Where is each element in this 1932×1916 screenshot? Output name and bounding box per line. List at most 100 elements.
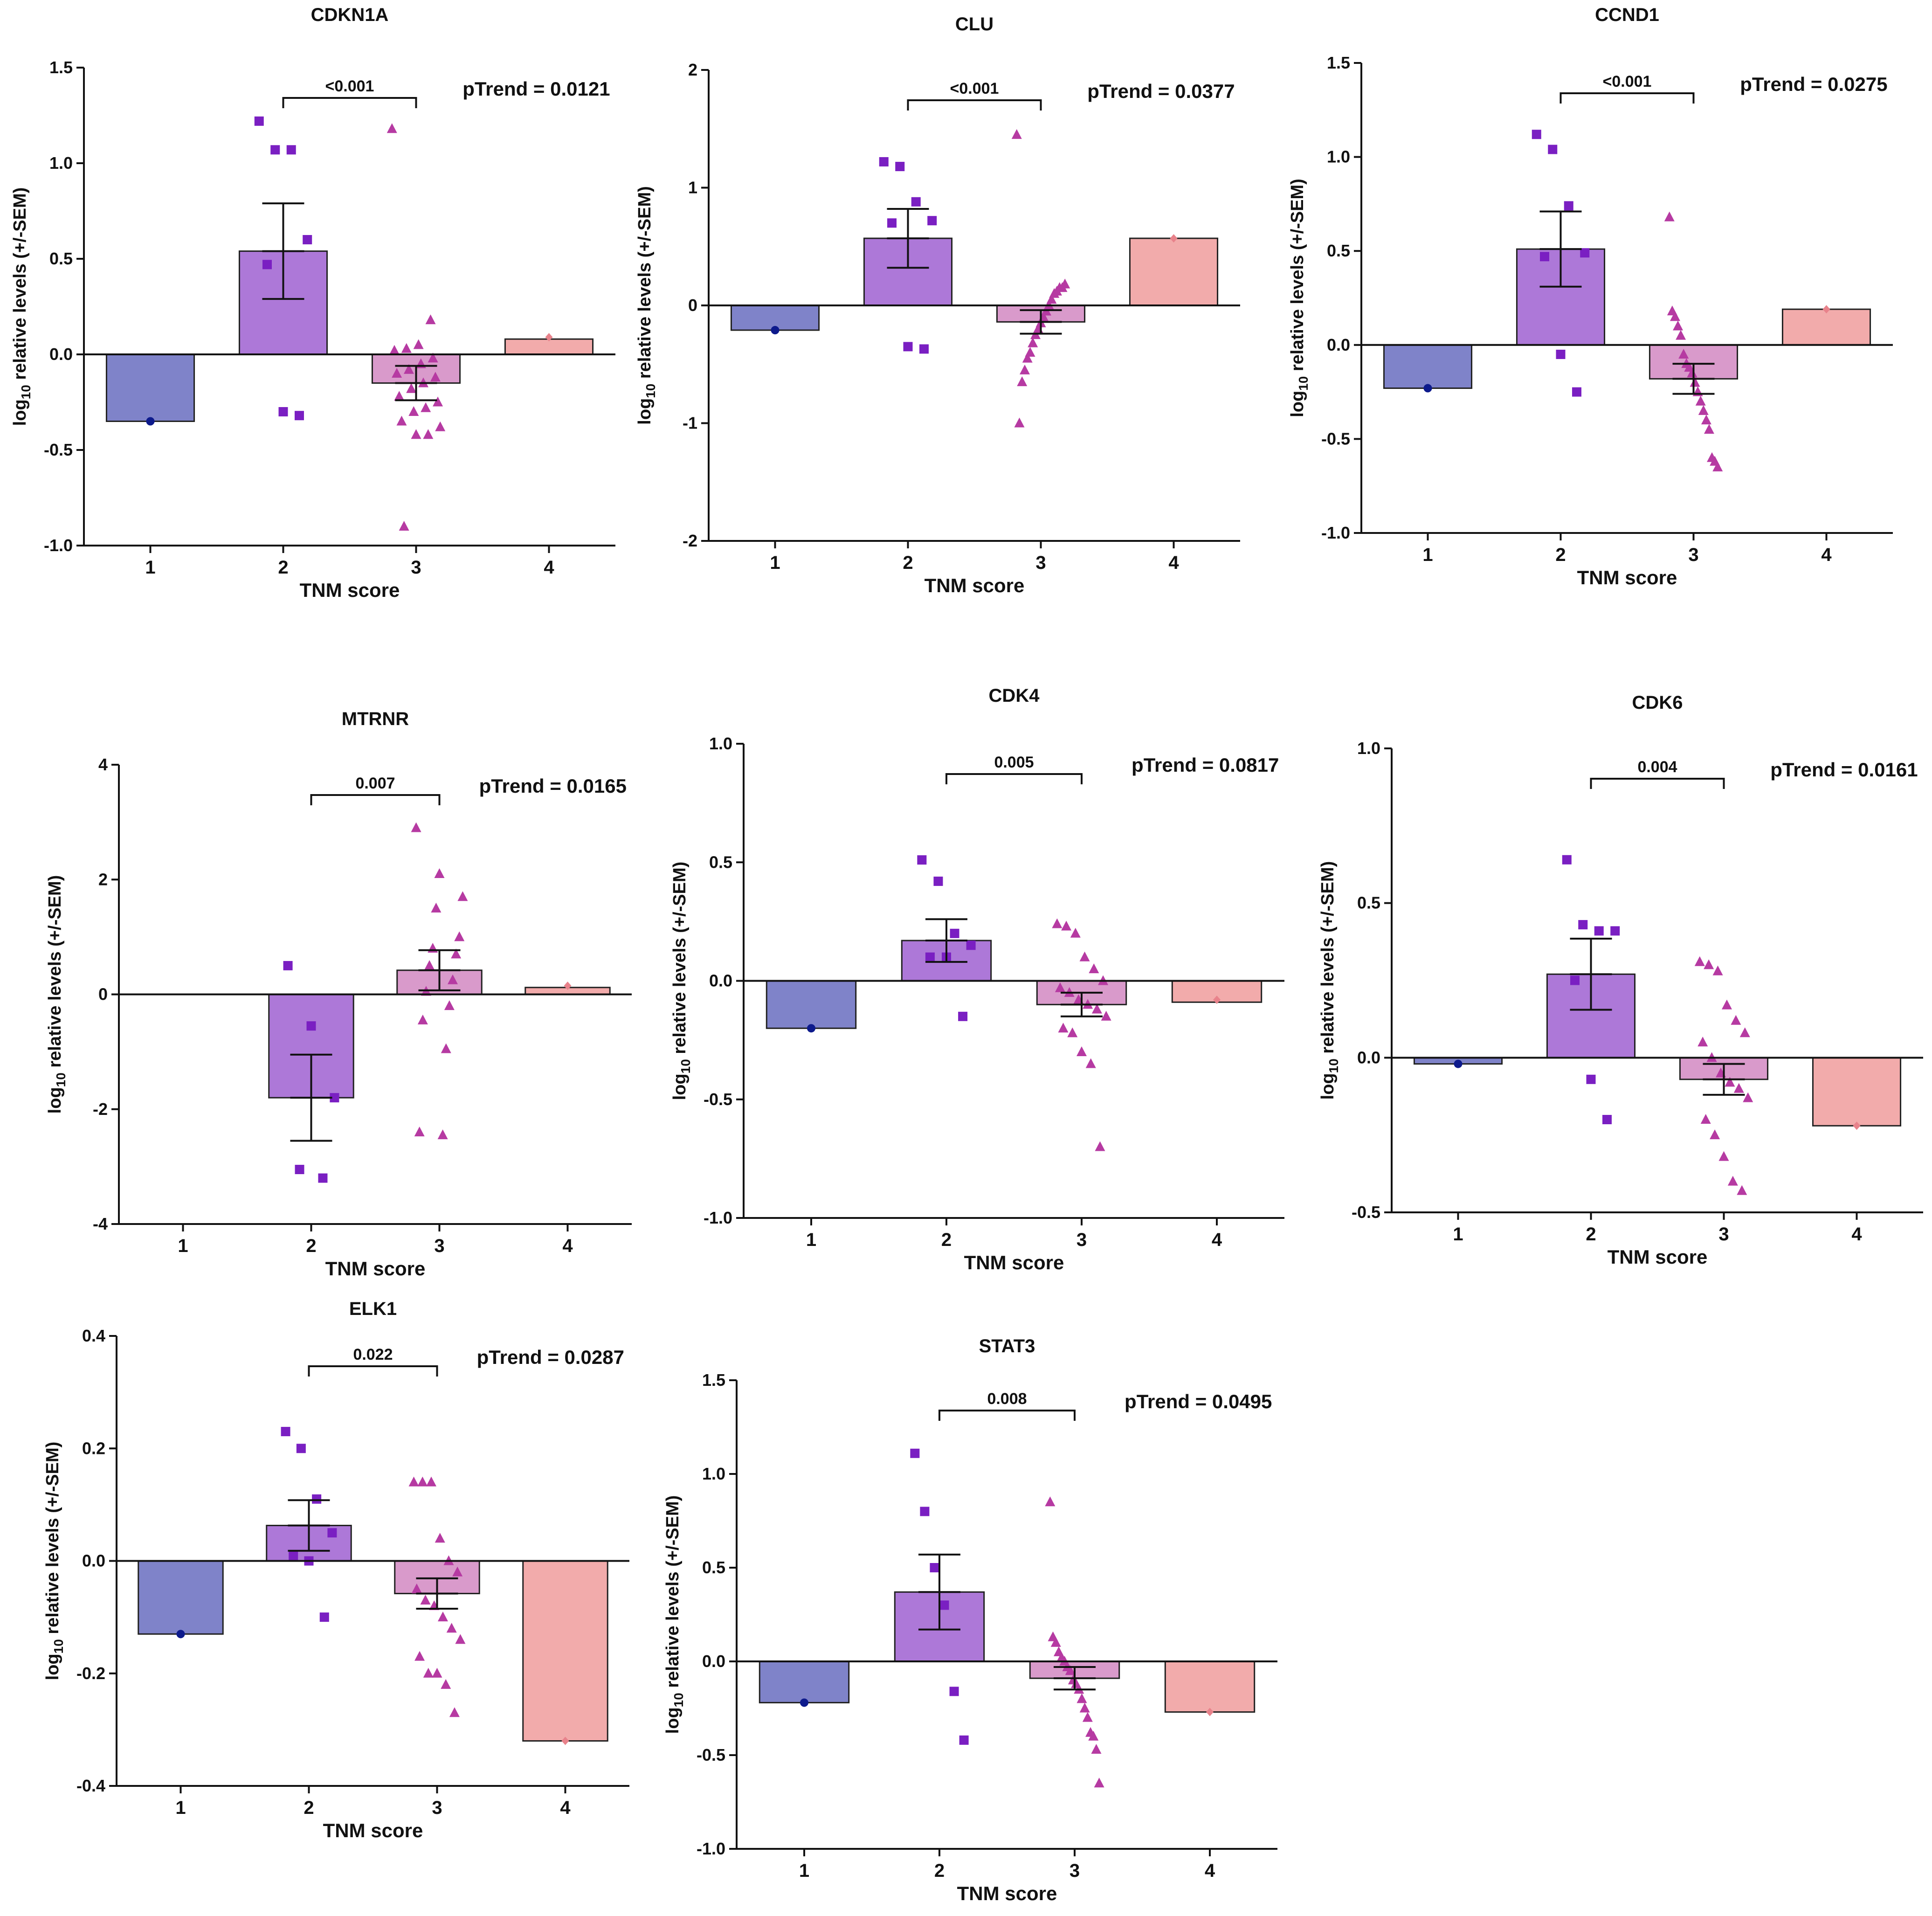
data-point — [1061, 920, 1072, 931]
y-tick-label: 0.0 — [1357, 1048, 1380, 1067]
x-axis-label: TNM score — [325, 1258, 426, 1280]
data-point — [425, 314, 436, 325]
y-axis-label: log10 relative levels (+/-SEM) — [1288, 179, 1311, 417]
data-point — [910, 1448, 920, 1458]
x-axis-label: TNM score — [925, 574, 1025, 596]
data-point — [1213, 996, 1221, 1004]
significance-bracket — [1590, 778, 1725, 789]
x-tick-label: 3 — [1688, 545, 1698, 565]
chart-panel-elk1: ELK1 -0.4 -0.2 0.0 0.2 0.4 1 2 3 4 TNM score log10 … — [43, 1299, 629, 1841]
data-point — [278, 407, 288, 416]
y-tick-label: 0.0 — [1327, 335, 1350, 354]
x-tick-label: 1 — [770, 553, 780, 573]
data-point — [411, 822, 421, 832]
data-point — [1020, 364, 1030, 374]
data-point — [1676, 330, 1686, 340]
significance-label: 0.008 — [987, 1390, 1027, 1408]
x-tick-label: 2 — [278, 557, 288, 578]
data-point — [283, 961, 293, 970]
y-tick-label: 0.5 — [49, 249, 73, 268]
bar-tnm-4 — [522, 1560, 608, 1742]
x-tick-label: 2 — [306, 1236, 316, 1256]
ptrend-label: pTrend = 0.0377 — [1087, 80, 1235, 102]
x-tick-label: 2 — [1586, 1224, 1596, 1245]
x-axis-label: TNM score — [323, 1819, 423, 1841]
y-tick-label: 0.5 — [702, 1558, 725, 1577]
y-tick-label: 0.5 — [1327, 241, 1350, 260]
data-point — [318, 1173, 328, 1183]
data-point — [1101, 1010, 1111, 1021]
x-tick-label: 2 — [941, 1230, 952, 1250]
data-point — [437, 1129, 448, 1140]
y-tick-label: 1.5 — [702, 1370, 725, 1390]
data-point — [1206, 1708, 1214, 1716]
data-point — [958, 1011, 968, 1021]
data-point — [444, 1000, 455, 1010]
data-point — [561, 1736, 569, 1745]
x-tick-label: 2 — [304, 1798, 314, 1818]
y-tick-label: 0.0 — [49, 345, 73, 364]
data-point — [879, 157, 889, 166]
chart-title: CDK6 — [1632, 692, 1683, 713]
data-point — [417, 1476, 428, 1487]
significance-bracket — [308, 1365, 438, 1376]
y-tick-label: -1.0 — [704, 1208, 732, 1227]
data-point — [545, 333, 553, 342]
data-point — [1721, 999, 1732, 1010]
y-tick-label: 2 — [98, 870, 108, 889]
significance-bracket — [938, 1410, 1076, 1421]
data-point — [939, 1600, 949, 1610]
significance-label: 0.004 — [1637, 758, 1677, 776]
y-tick-label: 0.5 — [1357, 893, 1380, 913]
data-point — [1664, 211, 1675, 221]
data-point — [1076, 1693, 1087, 1703]
chart-panel-cdk6: CDK6 -0.5 0.0 0.5 1.0 1 2 3 4 TNM score log10 rela… — [1318, 692, 1923, 1268]
significance-label: <0.001 — [325, 77, 374, 95]
data-point — [1710, 1129, 1720, 1140]
chart-title: CDK4 — [989, 685, 1040, 706]
data-point — [1045, 1496, 1056, 1507]
data-point — [254, 116, 264, 126]
y-axis-label: log10 relative levels (+/-SEM) — [670, 862, 693, 1100]
data-point — [1743, 1092, 1753, 1102]
data-point — [262, 260, 272, 270]
data-point — [933, 876, 943, 886]
data-point — [281, 1427, 290, 1437]
data-point — [930, 1563, 939, 1572]
y-tick-label: -0.4 — [76, 1776, 105, 1795]
y-tick-label: 1 — [688, 178, 697, 197]
data-point — [1022, 353, 1033, 363]
y-tick-label: 1.0 — [49, 153, 73, 173]
data-point — [1578, 920, 1588, 930]
data-point — [1091, 1743, 1102, 1754]
chart-panel-mtrnr: MTRNR -4 -2 0 2 4 1 2 3 4 TNM score log10 relative … — [45, 709, 632, 1280]
chart-title: CLU — [955, 14, 994, 35]
data-point — [1572, 387, 1581, 397]
y-tick-label: -0.2 — [76, 1664, 105, 1683]
x-tick-label: 1 — [175, 1798, 186, 1818]
data-point — [1687, 367, 1697, 378]
y-tick-label: -0.5 — [44, 440, 73, 459]
chart-panel-cdkn1a: CDKN1A -1.0 -0.5 0.0 0.5 1.0 1.5 1 2 3 4 TNM score l… — [10, 5, 615, 601]
y-tick-label: 1.5 — [49, 58, 73, 77]
data-point — [1725, 1077, 1735, 1087]
x-axis-label: TNM score — [300, 579, 400, 601]
data-point — [1076, 1046, 1087, 1057]
data-point — [925, 952, 935, 962]
data-point — [1014, 417, 1025, 428]
data-point — [1695, 395, 1706, 406]
data-point — [1570, 975, 1580, 985]
data-point — [1540, 252, 1550, 262]
data-point — [1733, 1083, 1744, 1093]
chart-title: CCND1 — [1595, 5, 1659, 25]
bar-tnm-4 — [1812, 1057, 1902, 1127]
data-point — [413, 339, 424, 349]
data-point — [917, 855, 927, 865]
data-point — [1586, 1074, 1596, 1084]
data-point — [394, 391, 405, 401]
data-point — [1028, 337, 1038, 347]
data-point — [408, 1476, 419, 1487]
data-point — [1065, 1665, 1076, 1675]
x-tick-label: 4 — [1168, 553, 1179, 573]
